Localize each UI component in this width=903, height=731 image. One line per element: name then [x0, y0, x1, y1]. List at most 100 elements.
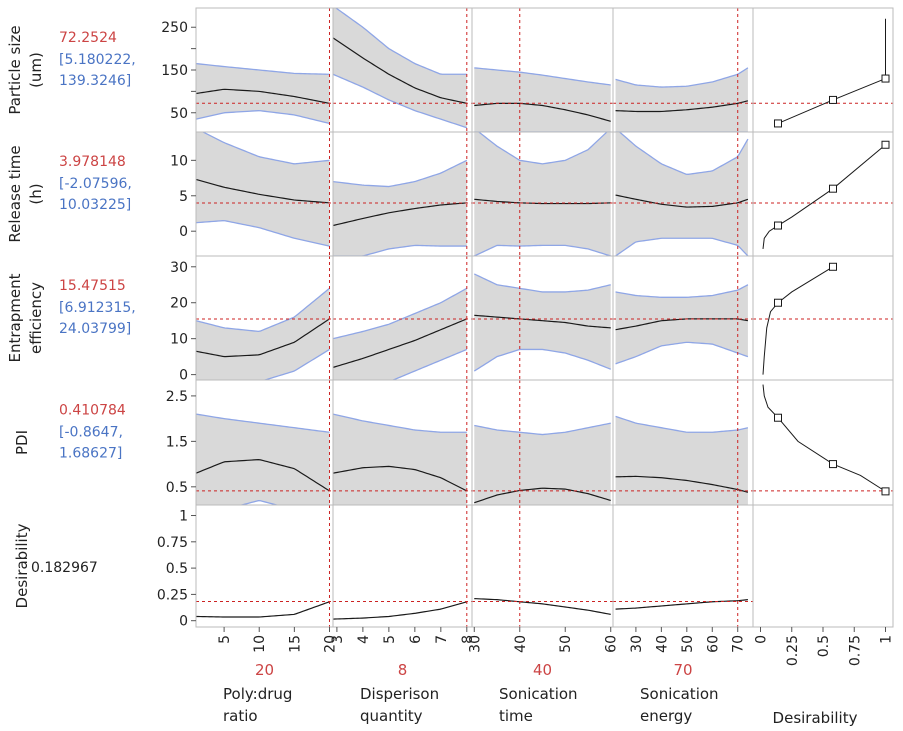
desirability-marker	[881, 74, 890, 83]
confidence-band	[196, 288, 330, 380]
panel-frame	[471, 504, 614, 628]
band-upper-edge	[196, 287, 330, 333]
confidence-band	[615, 416, 748, 505]
band-upper-edge	[201, 132, 330, 165]
band-upper-edge	[333, 159, 468, 188]
confidence-band	[333, 414, 467, 505]
factor-name: Poly:drug	[223, 685, 292, 703]
confidence-interval: 24.03799]	[59, 321, 131, 337]
x-tick-label: 5	[382, 635, 398, 644]
desirability-marker	[774, 221, 782, 230]
desirability-marker	[829, 184, 837, 193]
confidence-band	[474, 273, 611, 372]
y-tick-label: 1	[179, 509, 188, 525]
confidence-interval: 10.03225]	[59, 197, 131, 213]
confidence-interval: [-0.8647,	[59, 425, 123, 441]
desirability-function	[777, 18, 886, 124]
confidence-band	[615, 284, 748, 364]
prediction-curve	[196, 88, 330, 104]
band-upper-edge	[196, 413, 330, 433]
desirability-marker	[829, 95, 837, 104]
confidence-interval: 139.3246]	[59, 73, 131, 89]
confidence-band	[196, 63, 330, 124]
x-tick-label: 5	[217, 635, 233, 644]
confidence-band	[333, 288, 467, 380]
x-tick-label: 60	[604, 635, 620, 653]
band-upper-edge	[196, 62, 330, 75]
factor-name: time	[499, 707, 533, 725]
band-upper-edge	[474, 67, 611, 86]
x-tick-label: 40	[513, 635, 529, 653]
y-tick-label: 0.75	[157, 535, 188, 551]
band-upper-edge	[615, 284, 749, 298]
x-tick-label: 4	[356, 635, 372, 644]
x-tick-label: 0.25	[785, 635, 801, 666]
confidence-interval: [-2.07596,	[59, 176, 132, 192]
x-tick-label: 7	[434, 635, 450, 644]
confidence-band	[474, 423, 611, 505]
prediction-curve	[333, 601, 467, 620]
x-tick-label: 0.75	[847, 635, 863, 666]
confidence-band	[474, 67, 611, 132]
band-upper-edge	[333, 413, 467, 433]
desirability-marker	[774, 413, 782, 422]
band-upper-edge	[333, 287, 468, 340]
factor-name: Disperison	[360, 685, 439, 703]
band-upper-edge	[615, 415, 749, 433]
x-tick-label: 20	[322, 635, 338, 653]
desirability-function	[762, 384, 886, 492]
predicted-value: 72.2524	[59, 30, 117, 46]
factor-name: quantity	[360, 707, 423, 725]
prediction-curve	[196, 318, 330, 358]
confidence-interval: 1.68627]	[59, 446, 122, 462]
band-lower-edge	[239, 500, 280, 505]
band-lower-edge	[196, 220, 330, 247]
prediction-curve	[615, 475, 749, 493]
prediction-curve	[333, 202, 467, 227]
y-tick-label: 20	[170, 296, 188, 312]
prediction-curve	[196, 459, 330, 492]
x-tick-label: 40	[654, 635, 670, 653]
y-tick-label: 2.5	[166, 389, 188, 405]
x-tick-label: 15	[287, 635, 303, 653]
factor-current-value: 20	[255, 661, 274, 679]
band-lower-edge	[333, 244, 467, 256]
desirability-function	[762, 266, 834, 375]
y-tick-label: 30	[170, 260, 188, 276]
prediction-curve	[474, 487, 611, 504]
confidence-interval: [6.912315,	[59, 300, 136, 316]
factor-name: Sonication	[640, 685, 719, 703]
desirability-marker	[881, 140, 890, 149]
confidence-band	[333, 8, 467, 128]
band-lower-edge	[196, 110, 330, 125]
response-name: Release time	[6, 145, 24, 242]
predicted-value: 15.47515	[59, 278, 126, 294]
response-name: (h)	[27, 183, 45, 204]
x-tick-label: 10	[252, 635, 268, 653]
prediction-curve	[333, 37, 467, 104]
x-tick-label: 3	[330, 635, 346, 644]
prediction-curve	[196, 178, 330, 204]
band-upper-edge	[615, 67, 749, 88]
predicted-value: 0.410784	[59, 403, 126, 419]
y-tick-label: 0	[179, 224, 188, 240]
x-tick-label: 30	[467, 635, 483, 653]
x-tick-label: 60	[705, 635, 721, 653]
desirability-axis-label: Desirability	[773, 709, 858, 727]
panel-frame	[195, 504, 334, 628]
response-name: Entrapment	[6, 273, 24, 362]
prediction-curve	[615, 599, 748, 610]
y-tick-label: 0	[179, 614, 188, 630]
factor-current-value: 40	[533, 661, 552, 679]
confidence-interval: [5.180222,	[59, 52, 136, 68]
y-tick-label: 0	[179, 368, 188, 384]
band-upper-edge	[618, 132, 749, 175]
desirability-marker	[774, 119, 782, 128]
panel-frame	[752, 255, 894, 381]
band-upper-edge	[334, 8, 467, 75]
band-upper-edge	[473, 273, 611, 293]
confidence-band	[615, 67, 748, 132]
x-tick-label: 6	[408, 635, 424, 644]
desirability-marker	[829, 460, 837, 469]
